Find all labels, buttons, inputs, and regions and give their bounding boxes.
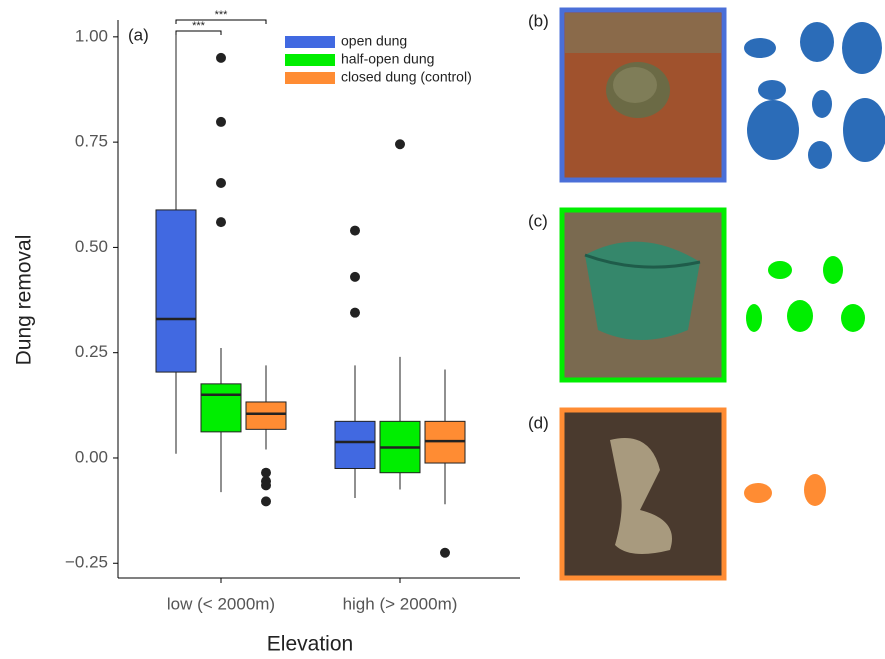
photo-open [562,10,724,180]
y-tick-label: −0.25 [65,553,108,572]
y-tick-label: 0.00 [75,447,108,466]
outlier [395,139,405,149]
outlier [350,308,360,318]
beetle-icons-open [744,22,885,169]
photo-closed [562,410,724,578]
photo-half-open [562,210,724,380]
x-axis-title: Elevation [267,633,353,656]
y-tick-label: 0.25 [75,342,108,361]
beetle-icons-closed [744,474,826,506]
outlier [440,548,450,558]
outlier [350,226,360,236]
y-tick-label: 0.50 [75,237,108,256]
box [246,402,286,429]
outlier [350,272,360,282]
y-tick-label: 1.00 [75,26,108,45]
outlier [261,496,271,506]
page: {"chart_data": {"type": "box", "panel_la… [0,0,885,659]
panel-label: (c) [528,211,548,230]
legend-label: closed dung (control) [341,69,472,85]
outlier [216,178,226,188]
y-tick-label: 0.75 [75,132,108,151]
significance-label: *** [215,9,229,21]
legend-label: half-open dung [341,51,434,67]
beetle-icons-half-open [746,256,865,332]
panel-label: (d) [528,413,549,432]
panel-label: (b) [528,11,549,30]
outlier [216,53,226,63]
y-axis-title: Dung removal [13,235,36,366]
outlier [261,480,271,490]
box [156,210,196,372]
legend-swatch [285,54,335,66]
outlier [216,117,226,127]
legend-swatch [285,36,335,48]
box [335,421,375,468]
outlier [216,217,226,227]
panel-label: (a) [128,25,149,44]
figure: (a) Elevation Dung removal (b) (c) (d) −… [0,0,885,659]
legend-swatch [285,72,335,84]
x-tick-label: high (> 2000m) [343,594,458,613]
significance-label: *** [192,20,206,32]
box [201,384,241,432]
legend-label: open dung [341,33,407,49]
x-tick-label: low (< 2000m) [167,594,275,613]
